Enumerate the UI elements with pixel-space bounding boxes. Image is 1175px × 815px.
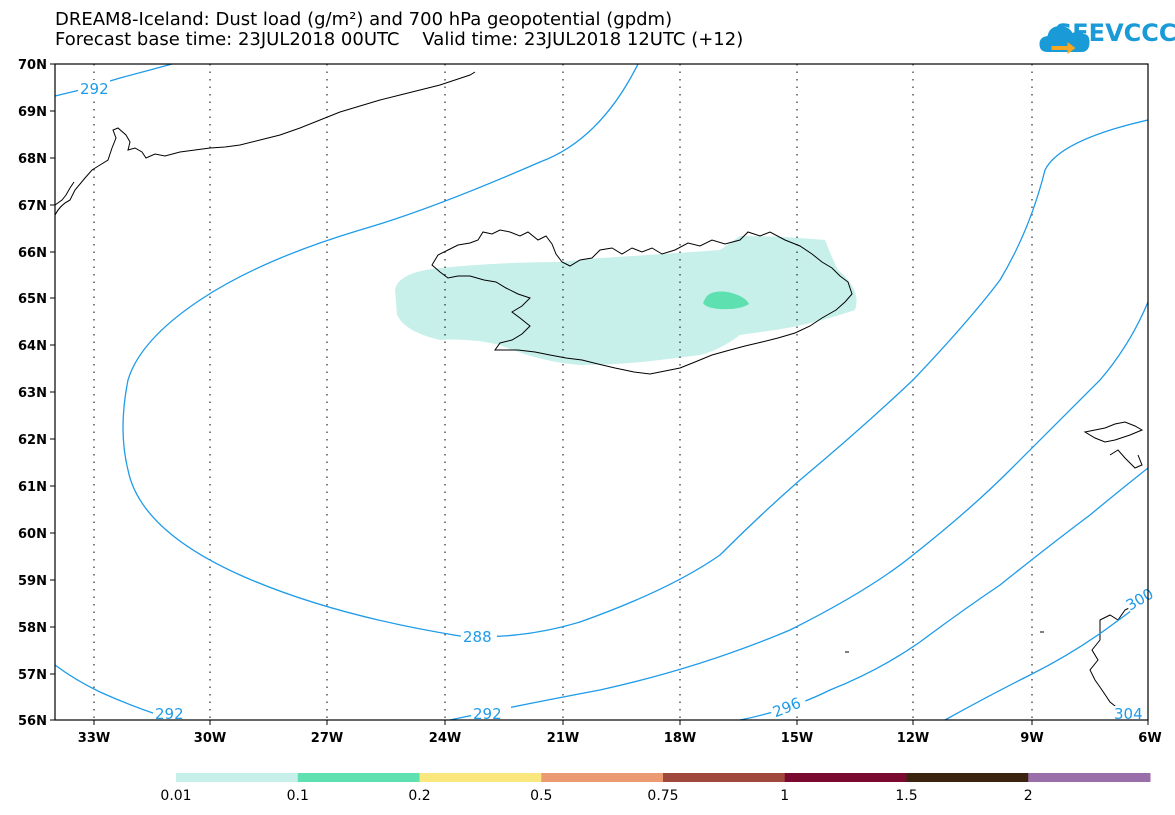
lon-label: 12W — [897, 731, 929, 746]
lat-label: 65N — [18, 292, 47, 307]
colorbar-swatch — [1028, 773, 1151, 782]
geopotential-contours — [54, 63, 1149, 721]
map-title: DREAM8-Iceland: Dust load (g/m²) and 700… — [55, 9, 673, 30]
dust-area-dark — [703, 291, 749, 310]
lat-label: 68N — [18, 152, 47, 167]
colorbar: 0.01 0.1 0.2 0.5 0.75 1 1.5 2 — [160, 773, 1151, 804]
lat-label: 67N — [18, 199, 47, 214]
colorbar-label: 0.75 — [647, 788, 678, 804]
lon-label: 6W — [1138, 731, 1161, 746]
lat-label: 57N — [18, 668, 47, 683]
lon-label: 33W — [78, 731, 110, 746]
axis-ticks — [50, 63, 1149, 725]
colorbar-swatch — [419, 773, 542, 782]
colorbar-swatch — [297, 773, 420, 782]
lon-label: 21W — [547, 731, 579, 746]
colorbar-swatch — [906, 773, 1029, 782]
colorbar-label: 1 — [780, 788, 789, 804]
seevccc-logo-text: SEEVCCC — [1055, 19, 1175, 47]
coastlines — [54, 71, 1149, 721]
latitude-labels: 70N 69N 68N 67N 66N 65N 64N 63N 62N 61N … — [18, 58, 47, 729]
colorbar-swatch — [663, 773, 786, 782]
lat-label: 66N — [18, 246, 47, 261]
dust-area-light — [395, 236, 857, 365]
contour-labels: 292 288 292 292 296 300 304 — [78, 80, 1157, 723]
contour-300 — [944, 597, 1149, 721]
lat-label: 58N — [18, 621, 47, 636]
colorbar-swatch — [784, 773, 907, 782]
map-subtitle: Forecast base time: 23JUL2018 00UTC Vali… — [55, 29, 744, 50]
colorbar-label: 0.2 — [408, 788, 430, 804]
longitude-labels: 33W 30W 27W 24W 21W 18W 15W 12W 9W 6W — [78, 731, 1162, 746]
colorbar-label: 0.1 — [287, 788, 309, 804]
lon-label: 27W — [311, 731, 343, 746]
map-grid — [93, 64, 1033, 720]
colorbar-label: 0.5 — [530, 788, 552, 804]
contour-label: 292 — [80, 80, 109, 98]
lat-label: 70N — [18, 58, 47, 73]
contour-288 — [122, 63, 1149, 638]
contour-label: 288 — [463, 628, 492, 646]
seevccc-cloud-logo-icon — [1039, 26, 1090, 54]
colorbar-label: 2 — [1024, 788, 1033, 804]
contour-292-south — [449, 301, 1149, 721]
contour-label: 304 — [1114, 705, 1143, 723]
lat-label: 69N — [18, 105, 47, 120]
lon-label: 9W — [1020, 731, 1043, 746]
lat-label: 56N — [18, 714, 47, 729]
lat-label: 59N — [18, 574, 47, 589]
lat-label: 62N — [18, 433, 47, 448]
lat-label: 63N — [18, 386, 47, 401]
contour-label: 292 — [473, 705, 502, 723]
map-frame — [54, 63, 1149, 721]
contour-292-north — [54, 63, 173, 97]
lon-label: 24W — [429, 731, 461, 746]
contour-296 — [739, 467, 1149, 721]
lat-label: 64N — [18, 339, 47, 354]
lon-label: 15W — [781, 731, 813, 746]
colorbar-swatch — [176, 773, 299, 782]
lon-label: 30W — [194, 731, 226, 746]
colorbar-label: 0.01 — [160, 788, 191, 804]
lat-label: 61N — [18, 480, 47, 495]
contour-label: 292 — [155, 705, 184, 723]
lat-label: 60N — [18, 527, 47, 542]
colorbar-label: 1.5 — [895, 788, 917, 804]
lon-label: 18W — [664, 731, 696, 746]
colorbar-swatch — [541, 773, 664, 782]
contour-label: 300 — [1123, 585, 1157, 615]
